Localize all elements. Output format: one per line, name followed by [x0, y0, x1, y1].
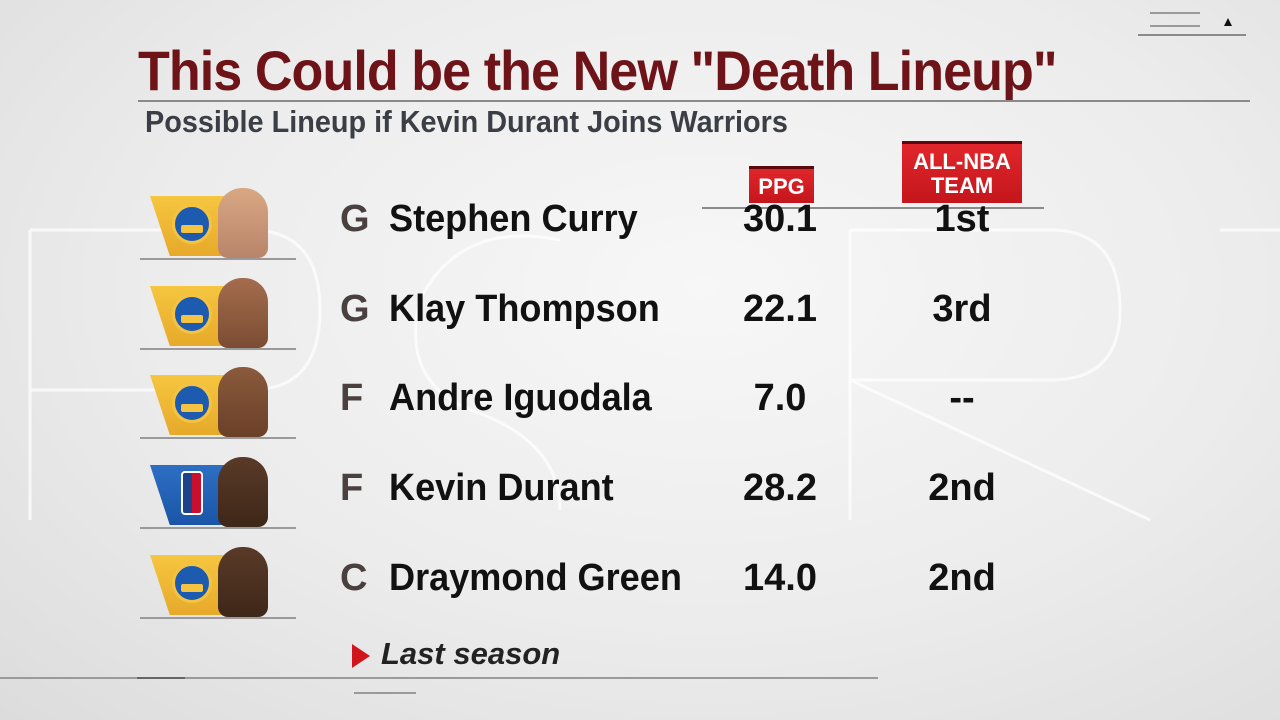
player-name: Andre Iguodala: [389, 377, 652, 419]
nba-logo-icon: [181, 471, 203, 515]
player-headshot: [218, 278, 268, 348]
player-name: Kevin Durant: [389, 467, 614, 509]
footnote-text: Last season: [381, 636, 561, 671]
player-name: Draymond Green: [389, 557, 682, 599]
player-all-nba: 2nd: [928, 557, 996, 599]
player-name: Stephen Curry: [389, 198, 638, 240]
player-row: G Klay Thompson 22.1 3rd: [0, 272, 1280, 362]
player-row: C Draymond Green 14.0 2nd: [0, 541, 1280, 631]
row-divider: [140, 617, 296, 619]
row-divider: [140, 527, 296, 529]
column-header-line2: TEAM: [930, 173, 994, 198]
column-header-all-nba-team: ALL-NBA TEAM: [902, 141, 1022, 203]
player-all-nba: 2nd: [928, 467, 996, 509]
title-divider: [138, 100, 1250, 102]
player-name: Klay Thompson: [389, 288, 660, 330]
warriors-logo-icon: [172, 383, 212, 423]
bottom-divider-small: [354, 692, 416, 694]
player-ppg: 30.1: [743, 198, 817, 240]
bug-line: [1150, 25, 1200, 27]
player-position: F: [340, 377, 364, 419]
player-all-nba: 3rd: [932, 288, 992, 330]
bug-line: [1150, 12, 1200, 14]
header-divider: [702, 207, 1044, 209]
bottom-divider-accent: [137, 677, 185, 679]
player-position: F: [340, 467, 364, 509]
player-headshot: [218, 547, 268, 617]
warriors-logo-icon: [172, 294, 212, 334]
bug-rule: [1138, 34, 1246, 36]
play-triangle-icon: [352, 644, 370, 668]
row-divider: [140, 348, 296, 350]
player-position: G: [340, 198, 370, 240]
warriors-logo-icon: [172, 563, 212, 603]
player-headshot: [218, 188, 268, 258]
column-header-ppg: PPG: [749, 166, 814, 203]
row-divider: [140, 437, 296, 439]
player-row: F Kevin Durant 28.2 2nd: [0, 451, 1280, 541]
player-row: G Stephen Curry 30.1 1st: [0, 182, 1280, 272]
player-all-nba: 1st: [934, 198, 990, 240]
player-ppg: 14.0: [743, 557, 817, 599]
player-row: F Andre Iguodala 7.0 --: [0, 361, 1280, 451]
warriors-logo-icon: [172, 204, 212, 244]
player-ppg: 22.1: [743, 288, 817, 330]
player-headshot: [218, 367, 268, 437]
player-headshot: [218, 457, 268, 527]
player-ppg: 7.0: [753, 377, 807, 419]
player-ppg: 28.2: [743, 467, 817, 509]
row-divider: [140, 258, 296, 260]
column-header-line1: ALL-NBA: [913, 149, 1011, 174]
page-subtitle: Possible Lineup if Kevin Durant Joins Wa…: [145, 104, 788, 139]
bottom-divider: [0, 677, 878, 679]
player-all-nba: --: [949, 377, 975, 419]
page-title: This Could be the New "Death Lineup": [138, 39, 1058, 102]
player-position: C: [340, 557, 368, 599]
triangle-up-icon: [1224, 18, 1232, 26]
player-position: G: [340, 288, 370, 330]
